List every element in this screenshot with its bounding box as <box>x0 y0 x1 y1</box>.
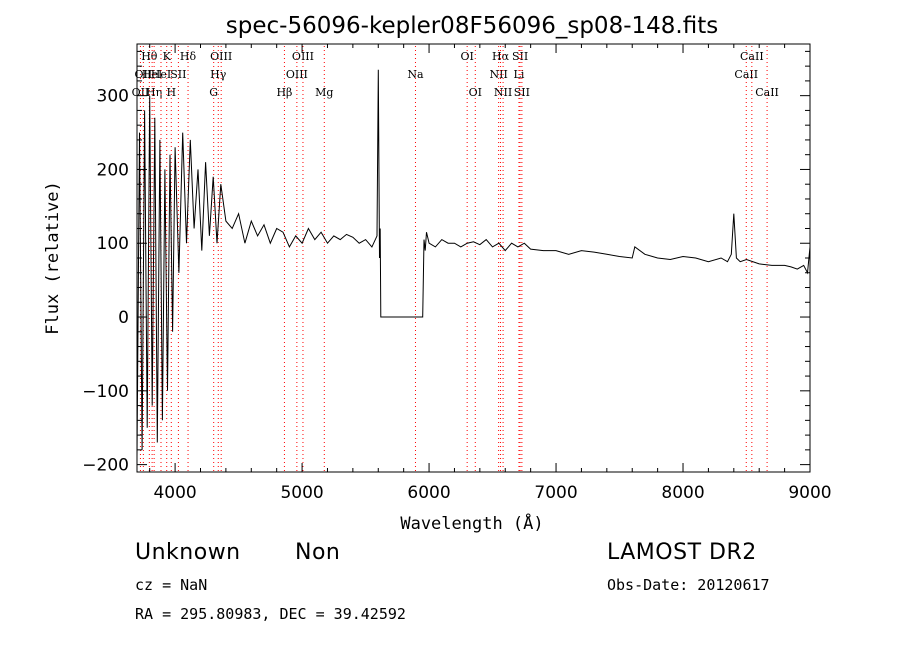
x-tick-label: 6000 <box>407 483 450 503</box>
observation-date: Obs-Date: 20120617 <box>607 576 770 594</box>
line-label: OIII <box>292 50 314 63</box>
line-label: H <box>166 86 176 99</box>
x-tick-label: 9000 <box>788 483 831 503</box>
x-tick-label: 5000 <box>280 483 323 503</box>
y-tick-label: 200 <box>97 160 129 180</box>
line-label: Hδ <box>180 50 197 63</box>
line-label: SII <box>514 86 530 99</box>
line-label: HeI <box>142 68 162 81</box>
y-tick-label: 0 <box>118 308 129 328</box>
plot-frame <box>136 43 811 473</box>
line-label: CaII <box>755 86 779 99</box>
line-label: NII <box>494 86 512 99</box>
y-tick-label: −100 <box>82 382 129 402</box>
line-label: SII <box>512 50 528 63</box>
survey-name: LAMOST DR2 <box>607 540 757 565</box>
line-label: CaII <box>740 50 764 63</box>
object-class: Unknown <box>135 540 241 565</box>
line-label: Mg <box>315 86 333 99</box>
axes: 4000 5000 6000 7000 8000 9000 −200 −100 0 100 200 3… <box>82 44 832 503</box>
x-tick-label: 8000 <box>661 483 704 503</box>
spectrum-series <box>136 69 811 458</box>
line-label: HeI <box>151 68 171 81</box>
spectral-line-markers: OIIOIIHθHeIHηHeIKHSIIHδGHγOIIIHβOIIIOIII… <box>132 46 779 472</box>
line-label: OIII <box>210 50 232 63</box>
spectrum-line-0 <box>136 69 811 458</box>
redshift-cz: cz = NaN <box>135 576 208 594</box>
line-label: G <box>209 86 218 99</box>
line-label: SII <box>170 68 186 81</box>
line-label: OI <box>460 50 473 63</box>
line-label: OIII <box>286 68 308 81</box>
y-axis-label: Flux (relative) <box>43 181 63 335</box>
line-label: OI <box>469 86 482 99</box>
chart-title: spec-56096-kepler08F56096_sp08-148.fits <box>226 13 718 39</box>
line-label: OII <box>134 68 152 81</box>
line-label: K <box>163 50 172 63</box>
line-label: Hη <box>146 86 162 99</box>
line-label: Na <box>407 68 424 81</box>
x-axis-label: Wavelength (Å) <box>400 512 543 534</box>
line-label: NII <box>489 68 507 81</box>
line-label: Hγ <box>210 68 227 81</box>
y-tick-label: −200 <box>82 456 129 476</box>
x-tick-label: 4000 <box>153 483 196 503</box>
line-label: Hθ <box>141 50 158 63</box>
y-tick-label: 300 <box>97 87 129 107</box>
coordinates: RA = 295.80983, DEC = 39.42592 <box>135 605 406 623</box>
line-label: CaII <box>734 68 758 81</box>
line-label: Li <box>514 68 525 81</box>
line-label: Hα <box>492 50 510 63</box>
y-tick-label: 100 <box>97 234 129 254</box>
x-tick-label: 7000 <box>534 483 577 503</box>
line-label: Hβ <box>276 86 292 99</box>
object-subclass: Non <box>295 540 341 565</box>
